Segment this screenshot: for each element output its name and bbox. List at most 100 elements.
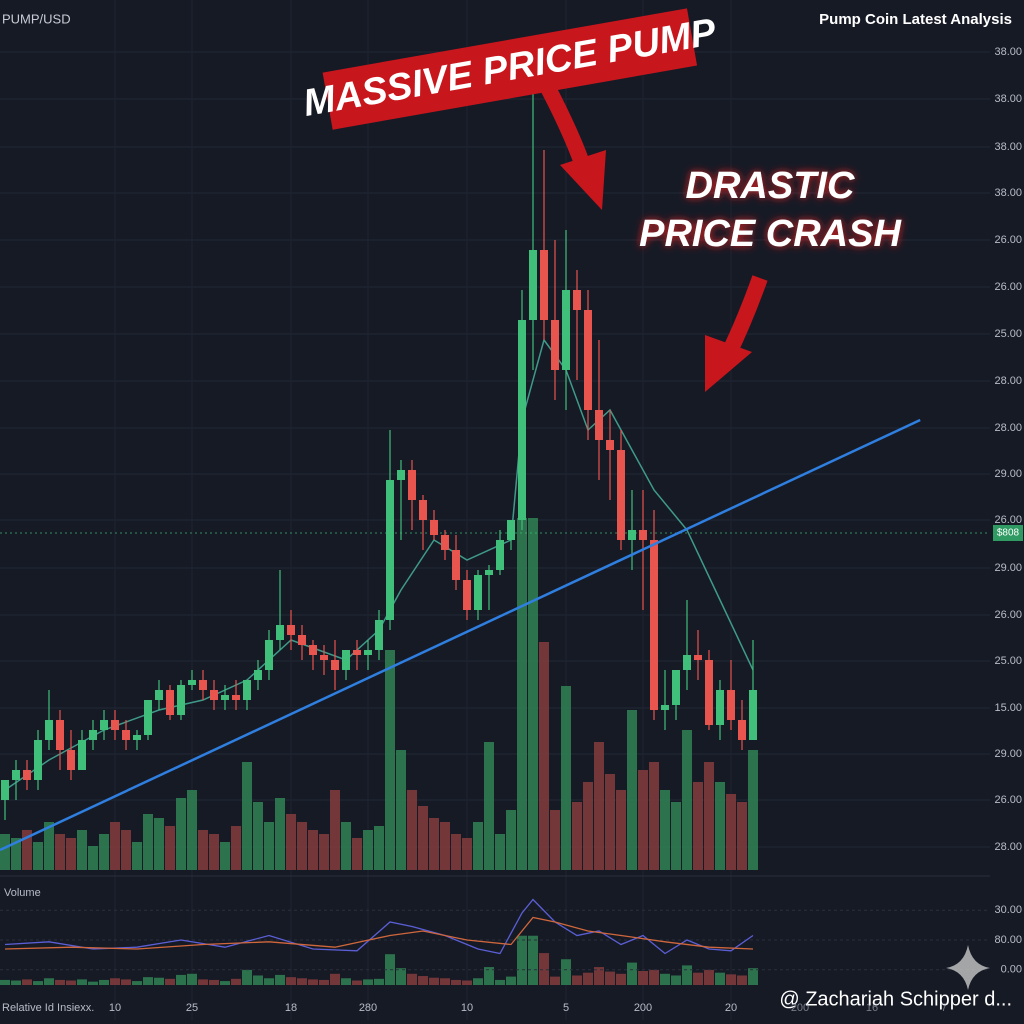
volume-bar <box>352 980 362 985</box>
volume-bar <box>297 822 307 870</box>
volume-bar <box>341 822 351 870</box>
volume-bar <box>308 979 318 985</box>
volume-bar <box>440 822 450 870</box>
candle-body <box>584 310 592 410</box>
y-tick-label: 25.00 <box>994 328 1022 340</box>
candle-body <box>12 770 20 780</box>
candle-body <box>650 540 658 710</box>
candle-body <box>485 570 493 575</box>
volume-bar <box>11 838 21 870</box>
y-tick-label: 26.00 <box>994 794 1022 806</box>
volume-bar <box>594 742 604 870</box>
volume-bar <box>121 979 131 985</box>
volume-bar <box>583 972 593 985</box>
candles <box>1 90 757 820</box>
volume-bar <box>451 834 461 870</box>
candle-body <box>397 470 405 480</box>
volume-bar <box>495 834 505 870</box>
price-tag-label: $808 <box>997 528 1020 539</box>
volume-bar <box>627 962 637 985</box>
candle-body <box>122 730 130 740</box>
volume-bar <box>396 750 406 870</box>
candle-body <box>320 655 328 660</box>
volume-bar <box>319 834 329 870</box>
volume-bar <box>638 770 648 870</box>
candle-body <box>727 690 735 720</box>
volume-bar <box>616 973 626 985</box>
candle-body <box>463 580 471 610</box>
volume-bar <box>33 981 43 985</box>
x-tick-label: 280 <box>359 1002 377 1014</box>
x-tick-label: 18 <box>285 1002 297 1014</box>
volume-bar <box>187 973 197 985</box>
volume-bar <box>286 814 296 870</box>
x-tick-label: 16 <box>866 1002 878 1014</box>
y-tick-label: 38.00 <box>994 93 1022 105</box>
candle-body <box>1 780 9 800</box>
volume-bar <box>473 978 483 985</box>
candle-body <box>430 520 438 535</box>
volume-bar <box>308 830 318 870</box>
x-tick-label: 10 <box>461 1002 473 1014</box>
y-tick-label: 29.00 <box>994 468 1022 480</box>
volume-bar <box>374 826 384 870</box>
volume-bar <box>264 822 274 870</box>
y-tick-label: 26.00 <box>994 234 1022 246</box>
candle-body <box>353 650 361 655</box>
y-tick-label: 25.00 <box>994 655 1022 667</box>
volume-bar <box>154 977 164 985</box>
volume-bar <box>462 980 472 985</box>
volume-bar <box>22 979 32 985</box>
volume-bar <box>682 730 692 870</box>
volume-bar <box>660 973 670 985</box>
y-tick-label: 29.00 <box>994 562 1022 574</box>
candle-body <box>298 635 306 645</box>
candle-body <box>243 680 251 700</box>
volume-bar <box>748 750 758 870</box>
volume-bar <box>55 979 65 985</box>
volume-bar <box>154 818 164 870</box>
candle-body <box>166 690 174 715</box>
annotation-text: DRASTIC <box>686 165 855 207</box>
volume-bar <box>737 802 747 870</box>
volume-bar <box>572 975 582 985</box>
volume-bar <box>121 830 131 870</box>
candle-body <box>529 250 537 320</box>
volume-bar <box>44 822 54 870</box>
annotation-crash: DRASTIC PRICE CRASH <box>639 165 902 255</box>
volume-bar <box>506 810 516 870</box>
volume-bar <box>517 935 527 985</box>
volume-bar <box>704 969 714 985</box>
candle-body <box>672 670 680 705</box>
oscillator-line <box>4 916 754 950</box>
volume-bar <box>110 978 120 985</box>
volume-bar <box>605 971 615 985</box>
candle-body <box>716 690 724 725</box>
volume-bar <box>572 802 582 870</box>
sparkle-icon <box>946 945 990 990</box>
candle-body <box>540 250 548 320</box>
volume-bar <box>550 810 560 870</box>
volume-bar <box>583 782 593 870</box>
volume-bar <box>627 710 637 870</box>
y-tick-label: 38.00 <box>994 187 1022 199</box>
candle-body <box>606 440 614 450</box>
x-tick-label: 7 <box>941 1002 947 1014</box>
volume-bar <box>374 978 384 985</box>
candle-body <box>496 540 504 570</box>
volume-bar <box>176 798 186 870</box>
volume-bar <box>77 979 87 985</box>
candle-body <box>309 645 317 655</box>
volume-bar <box>66 838 76 870</box>
y-tick-label: 38.00 <box>994 46 1022 58</box>
x-tick-label: 200 <box>791 1002 809 1014</box>
volume-bar <box>253 975 263 985</box>
y-tick-label: 30.00 <box>994 904 1022 916</box>
oscillator-line <box>4 898 754 955</box>
volume-bar <box>693 782 703 870</box>
candle-body <box>67 750 75 770</box>
volume-bar <box>22 830 32 870</box>
candle-body <box>100 720 108 730</box>
candle-body <box>34 740 42 780</box>
